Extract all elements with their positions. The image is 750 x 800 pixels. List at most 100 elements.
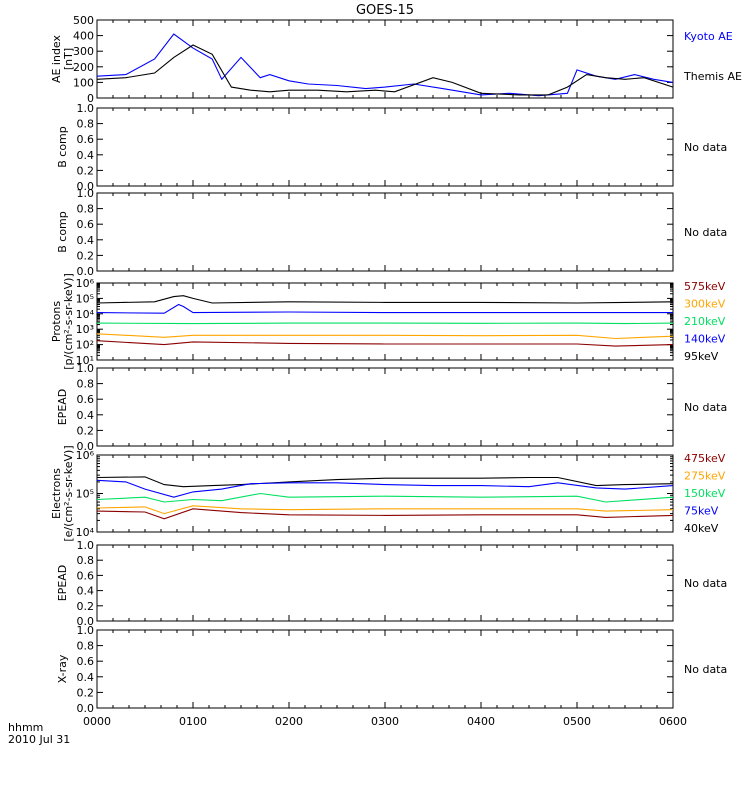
y-tick-label: 10² (76, 339, 94, 352)
no-data-label: No data (684, 141, 727, 154)
y-axis-label: [p/(cm²-s-sr-keV)] (62, 273, 75, 370)
x-tick-label: 0300 (371, 715, 399, 728)
series-line-575kev (96, 340, 674, 347)
x-tick-label: 0100 (179, 715, 207, 728)
y-tick-label: 0.0 (77, 615, 95, 628)
y-tick-label: 0.2 (77, 249, 95, 262)
no-data-label: No data (684, 577, 727, 590)
y-axis-label: AE index (50, 34, 63, 83)
y-tick-label: 10⁵ (76, 292, 94, 305)
y-tick-label: 0.2 (77, 164, 95, 177)
y-axis-label: [e/(cm²-s-sr-keV)] (62, 445, 75, 541)
panel-frame (96, 107, 674, 187)
y-tick-label: 0.8 (77, 378, 95, 391)
y-tick-label: 0.6 (77, 218, 95, 231)
y-tick-label: 100 (73, 76, 94, 89)
x-tick-label: 0500 (563, 715, 591, 728)
legend-label: 150keV (684, 487, 726, 500)
y-tick-label: 0.6 (77, 393, 95, 406)
no-data-label: No data (684, 401, 727, 414)
y-tick-label: 0.4 (77, 234, 95, 247)
y-tick-label: 0.4 (77, 671, 95, 684)
series-line-themis-ae (96, 44, 674, 96)
panel-6: 10⁴ 10⁵ 10⁶ Electrons [e/(cm²-s-sr-keV)] 475k… (50, 445, 726, 541)
y-tick-label: 10¹ (76, 354, 94, 367)
panel-8: 0.0 0.2 0.4 0.6 0.8 1.0 X-ray No data (56, 624, 727, 715)
y-tick-label: 0.0 (77, 440, 95, 453)
y-tick-label: 0 (87, 92, 94, 105)
y-tick-label: 1.0 (77, 102, 95, 115)
y-axis-label: X-ray (56, 654, 69, 683)
y-tick-label: 500 (73, 14, 94, 27)
series-line-475kev (96, 508, 674, 520)
legend-label: Themis AE (683, 70, 742, 83)
time-axis-label: hhmm (8, 721, 43, 734)
legend-label: 475keV (684, 452, 726, 465)
x-tick-label: 0600 (659, 715, 687, 728)
series-line-300kev (96, 333, 674, 340)
panel-frame (96, 629, 674, 709)
y-tick-label: 0.0 (77, 265, 95, 278)
legend-label: 210keV (684, 315, 726, 328)
panel-1: 0 100 200 300 400 500 AE index [nT] Kyoto AE Them… (50, 14, 742, 105)
y-tick-label: 0.6 (77, 133, 95, 146)
y-axis-label: B comp (56, 126, 69, 168)
y-tick-label: 0.6 (77, 569, 95, 582)
legend-label: 40keV (684, 522, 719, 535)
legend-label: 95keV (684, 350, 719, 363)
y-tick-label: 0.2 (77, 424, 95, 437)
date-label: 2010 Jul 31 (8, 733, 70, 746)
legend-label: 575keV (684, 280, 726, 293)
y-tick-label: 1.0 (77, 362, 95, 375)
panel-5: 0.0 0.2 0.4 0.6 0.8 1.0 EPEAD No data (56, 362, 727, 453)
y-axis-label: B comp (56, 211, 69, 253)
panel-frame (96, 282, 674, 361)
y-tick-label: 0.8 (77, 554, 95, 567)
figure-title: GOES-15 (356, 3, 414, 18)
y-tick-label: 10⁵ (76, 488, 94, 501)
y-tick-label: 0.0 (77, 180, 95, 193)
series-line-40kev (96, 476, 674, 488)
panel-frame (96, 544, 674, 622)
y-axis-label: EPEAD (56, 389, 69, 426)
y-tick-label: 0.8 (77, 640, 95, 653)
y-tick-label: 10⁶ (76, 277, 95, 290)
x-tick-label: 0400 (467, 715, 495, 728)
y-tick-label: 0.4 (77, 409, 95, 422)
legend-label: 275keV (684, 470, 726, 483)
y-tick-label: 1.0 (77, 624, 95, 637)
y-tick-label: 0.2 (77, 686, 95, 699)
legend-label: Kyoto AE (684, 30, 733, 43)
panel-2: 0.0 0.2 0.4 0.6 0.8 1.0 B comp No data (56, 102, 727, 193)
y-axis-label: Electrons (50, 468, 63, 519)
panel-frame (96, 454, 674, 533)
y-tick-label: 1.0 (77, 187, 95, 200)
y-tick-label: 0.8 (77, 203, 95, 216)
y-tick-label: 0.4 (77, 149, 95, 162)
panel-7: 0.0 0.2 0.4 0.6 0.8 1.0 EPEAD No data (56, 539, 727, 628)
no-data-label: No data (684, 663, 727, 676)
panel-frame (96, 367, 674, 447)
series-line-140kev (96, 303, 673, 314)
y-tick-label: 10⁶ (76, 449, 95, 462)
y-axis-label: Protons (50, 301, 63, 342)
panel-3: 0.0 0.2 0.4 0.6 0.8 1.0 B comp No data (56, 187, 727, 278)
series-line-95kev (96, 295, 674, 304)
series-line-kyoto-ae (96, 33, 674, 97)
panel-frame (96, 192, 674, 272)
no-data-label: No data (684, 226, 727, 239)
panel-frame (96, 19, 674, 99)
y-tick-label: 0.2 (77, 600, 95, 613)
y-tick-label: 0.4 (77, 585, 95, 598)
y-tick-label: 300 (73, 45, 94, 58)
y-tick-label: 10⁴ (76, 526, 95, 539)
series-line-150kev (96, 492, 674, 503)
legend-label: 300keV (684, 298, 726, 311)
series-line-275kev (96, 505, 674, 515)
y-tick-label: 0.8 (77, 118, 95, 131)
y-tick-label: 10³ (76, 323, 94, 336)
y-tick-label: 1.0 (77, 539, 95, 552)
y-tick-label: 400 (73, 30, 94, 43)
